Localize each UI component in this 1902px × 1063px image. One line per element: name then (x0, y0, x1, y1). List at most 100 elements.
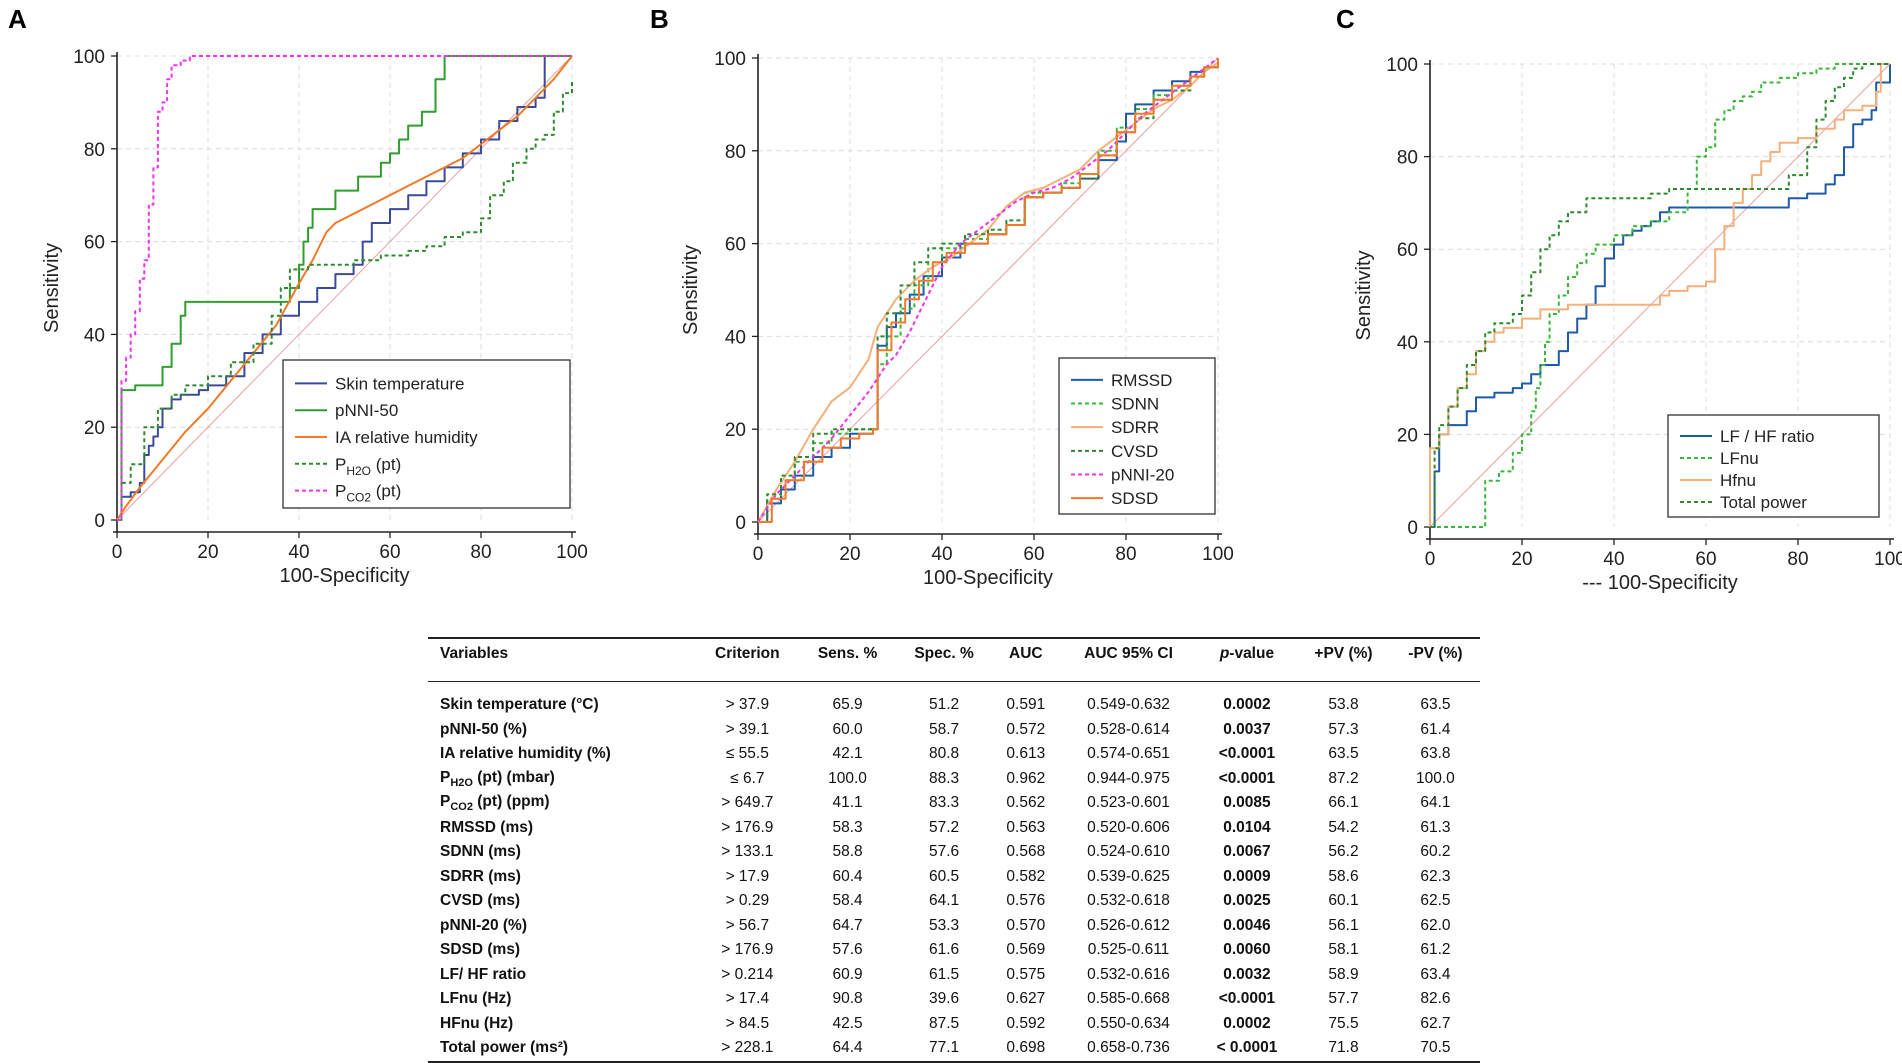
table-cell: 70.5 (1390, 1036, 1480, 1063)
table-cell: 60.0 (832, 720, 863, 738)
table-row: pNNI-20 (%) > 56.7 64.7 53.3 0.570 0.526-0.61… (428, 914, 1480, 939)
y-tick-label: 60 (1397, 240, 1418, 261)
table-cell: 62.5 (1420, 892, 1451, 910)
table-cell: 0.0002 (1223, 1014, 1271, 1032)
table-cell: 0.563 (1006, 818, 1046, 836)
table-cell: 0.592 (1006, 1014, 1046, 1032)
x-tick-label: 40 (1603, 549, 1624, 570)
table-cell: 0.532-0.616 (1087, 965, 1170, 983)
table-cell: 75.5 (1328, 1014, 1359, 1032)
variable-cell: RMSSD (ms) (440, 818, 534, 836)
roc-chart-a: A 0 20 40 60 80 100 0 20 40 60 80 100 100-Specificity… (8, 4, 588, 587)
series-line-cvsd (758, 58, 1219, 523)
roc-statistics-table: Variables Criterion Sens. % Spec. % AUC AUC 9… (428, 637, 1480, 1063)
chart-legend: LF / HF ratio LFnu Hfnu Total power (1667, 414, 1880, 518)
table-cell: 0.524-0.610 (1087, 843, 1170, 861)
table-cell: 57.6 (832, 941, 863, 959)
table-cell: > 176.9 (721, 941, 774, 959)
series-line-p-h2o-pt (117, 79, 573, 521)
table-cell: 53.8 (1328, 696, 1359, 714)
table-cell: > 649.7 (721, 794, 774, 812)
table-cell: 0.575 (1006, 965, 1046, 983)
table-cell: 0.569 (1006, 941, 1046, 959)
panel-letter: B (650, 4, 669, 34)
table-cell: 0.627 (1006, 990, 1046, 1008)
table-cell: 63.5 (1328, 745, 1359, 763)
roc-chart-c: C 0 20 40 60 80 100 0 20 40 60 80 100 --- 100-Specifi… (1336, 4, 1902, 594)
table-body: Skin temperature (°C) > 37.9 65.9 51.2 0.591… (428, 682, 1480, 1063)
y-tick-label: 40 (725, 327, 746, 348)
table-cell: 0.0060 (1223, 941, 1271, 959)
table-cell: 0.591 (1006, 696, 1046, 714)
y-axis-label: Sensitivity (680, 245, 702, 335)
variable-cell: pNNI-50 (%) (440, 720, 527, 738)
table-cell: 42.5 (832, 1014, 863, 1032)
table-cell: 58.3 (832, 818, 863, 836)
variable-cell: LF/ HF ratio (440, 965, 527, 983)
table-cell: 58.7 (928, 720, 960, 738)
legend-label-cvsd: CVSD (1111, 442, 1158, 461)
legend-label-total-power: Total power (1720, 493, 1807, 512)
y-axis-label: Sensitivity (41, 243, 63, 333)
legend-label-pnni-20: pNNI-20 (1111, 466, 1174, 485)
variable-cell: LFnu (Hz) (440, 990, 512, 1008)
table-cell: 66.1 (1328, 794, 1359, 812)
legend-label-pnni-50: pNNI-50 (335, 401, 398, 420)
series-line-sdsd (758, 58, 1219, 523)
table-cell: 63.5 (1420, 696, 1451, 714)
table-cell: 58.1 (1328, 941, 1359, 959)
legend-box (282, 359, 571, 509)
table-cell: 54.2 (1328, 818, 1359, 836)
legend-label-lfnu: LFnu (1720, 449, 1759, 468)
variable-cell: pNNI-20 (%) (440, 916, 527, 934)
y-tick-label: 40 (84, 325, 105, 346)
legend-label-ia-relative-humidity: IA relative humidity (335, 428, 478, 447)
column-header: +PV (%) (1296, 637, 1391, 682)
table-cell: > 37.9 (725, 696, 770, 714)
table-cell: 0.525-0.611 (1087, 941, 1170, 959)
table-cell: 58.9 (1328, 965, 1359, 983)
x-tick-label: 0 (1425, 549, 1436, 570)
table-cell: 0.0085 (1223, 794, 1271, 812)
chart-legend: Skin temperature pNNI-50 IA relative humid… (282, 359, 571, 509)
x-tick-label: 40 (288, 542, 309, 563)
table-cell: 65.9 (832, 696, 863, 714)
table-cell: 0.576 (1006, 892, 1046, 910)
series-line-pnni-50 (117, 55, 572, 521)
table-cell: 100.0 (1416, 769, 1455, 787)
table-cell: 0.528-0.614 (1087, 720, 1170, 738)
table-cell: 0.962 (1006, 769, 1046, 787)
table-row: SDRR (ms) > 17.9 60.4 60.5 0.582 0.539-0.625 0… (428, 865, 1480, 890)
column-header: Criterion (695, 637, 800, 682)
series-line-p-co2-pt (117, 55, 572, 521)
table-cell: <0.0001 (1218, 990, 1276, 1008)
variable-cell: Skin temperature (°C) (440, 696, 599, 714)
y-tick-label: 60 (84, 233, 105, 254)
table-cell: 0.582 (1006, 867, 1046, 885)
panel-letter: C (1336, 4, 1355, 34)
legend-label-p-h2o-pt: PH2O (pt) (335, 455, 401, 478)
x-tick-label: 20 (1511, 549, 1532, 570)
y-tick-label: 100 (714, 49, 746, 70)
table-cell: 0.570 (1006, 916, 1046, 934)
legend-box (1667, 414, 1880, 518)
legend-label-hfnu: Hfnu (1720, 471, 1756, 490)
variable-cell: Total power (ms²) (428, 1036, 696, 1063)
variable-cell: PCO2 (pt) (ppm) (440, 793, 550, 814)
table-cell: 62.3 (1420, 867, 1451, 885)
table-cell: 56.2 (1328, 843, 1359, 861)
legend-label-lf-hf-ratio: LF / HF ratio (1720, 427, 1814, 446)
table-row: SDSD (ms) > 176.9 57.6 61.6 0.569 0.525-0.611… (428, 938, 1480, 963)
column-header: Variables (428, 637, 696, 682)
table-cell: 83.3 (928, 794, 960, 812)
panel-letter: A (8, 4, 27, 34)
y-tick-label: 0 (1407, 518, 1418, 539)
table-cell: 63.4 (1420, 965, 1451, 983)
table-cell: > 17.9 (725, 867, 770, 885)
table-cell: 57.3 (1328, 720, 1359, 738)
x-axis-label: --- 100-Specificity (1582, 572, 1738, 594)
table-cell: 0.568 (1006, 843, 1046, 861)
y-tick-label: 80 (725, 142, 746, 163)
y-tick-label: 80 (1397, 148, 1418, 169)
table-cell: 0.944-0.975 (1087, 769, 1170, 787)
